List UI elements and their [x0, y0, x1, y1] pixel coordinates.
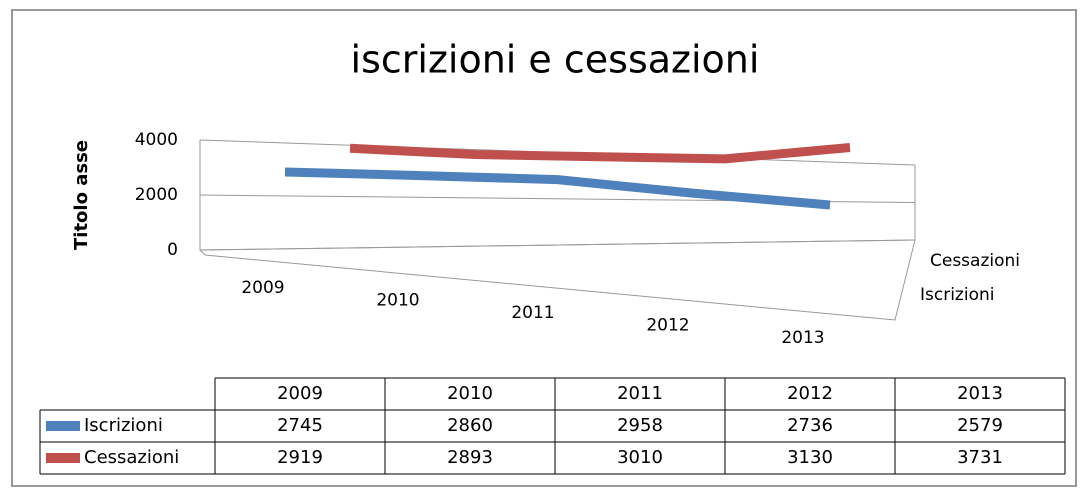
- table-header: 2010: [447, 383, 493, 404]
- table-value: 2958: [617, 415, 663, 436]
- table-header: 2009: [277, 383, 323, 404]
- chart-frame: [11, 9, 1077, 487]
- wall-outline: [199, 140, 916, 321]
- x-tick-label: 2012: [646, 316, 689, 336]
- legend-label: Cessazioni: [84, 447, 179, 468]
- legend-swatch: [46, 453, 80, 463]
- table-value: 2893: [447, 447, 493, 468]
- x-tick-label: 2009: [241, 278, 284, 298]
- grid-line: [199, 239, 916, 251]
- table-value: 3010: [617, 447, 663, 468]
- series-line: [349, 143, 851, 164]
- table-header: 2012: [787, 383, 833, 404]
- depth-label: Cessazioni: [930, 251, 1020, 271]
- y-tick-label: 0: [167, 240, 178, 260]
- table-value: 2745: [277, 415, 323, 436]
- table-header: 2011: [617, 383, 663, 404]
- table-value: 2919: [277, 447, 323, 468]
- table-value: 2736: [787, 415, 833, 436]
- y-axis-title: Titolo asse: [71, 140, 92, 250]
- x-tick-label: 2010: [376, 291, 419, 311]
- series-line: [284, 167, 831, 210]
- legend-swatch: [46, 421, 80, 431]
- y-tick-label: 2000: [135, 185, 178, 205]
- depth-label: Iscrizioni: [920, 285, 994, 305]
- x-tick-label: 2013: [781, 328, 824, 348]
- table-value: 2860: [447, 415, 493, 436]
- x-tick-label: 2011: [511, 303, 554, 323]
- table-value: 3731: [957, 447, 1003, 468]
- table-value: 2579: [957, 415, 1003, 436]
- chart-title: iscrizioni e cessazioni: [351, 38, 760, 82]
- table-value: 3130: [787, 447, 833, 468]
- table-header: 2013: [957, 383, 1003, 404]
- legend-label: Iscrizioni: [84, 415, 163, 436]
- y-tick-label: 4000: [135, 130, 178, 150]
